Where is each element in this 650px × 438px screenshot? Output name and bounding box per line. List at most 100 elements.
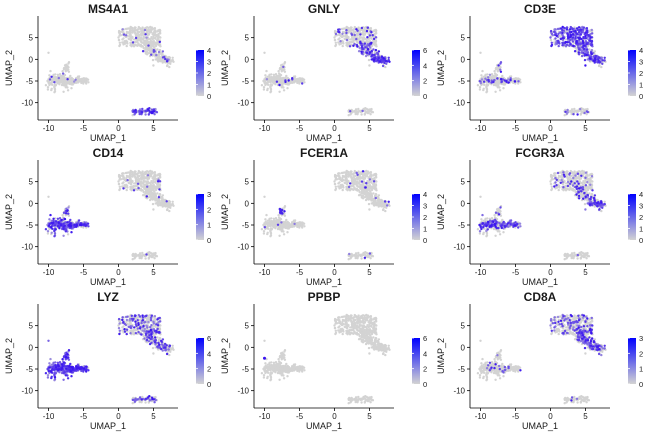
cell-point	[158, 44, 160, 46]
cell-point	[147, 33, 149, 35]
cell-point	[345, 29, 347, 31]
cell-point	[498, 82, 500, 84]
cell-point	[356, 45, 358, 47]
cell-point	[349, 113, 351, 115]
cell-point	[499, 69, 501, 71]
cell-point	[378, 50, 380, 52]
cell-point	[360, 177, 362, 179]
cell-point	[268, 76, 270, 78]
cell-point	[141, 172, 143, 174]
cell-point	[144, 257, 146, 259]
cell-point	[63, 67, 65, 69]
cell-point	[278, 72, 280, 74]
cell-point	[382, 57, 384, 59]
cell-point	[335, 186, 337, 188]
cell-point	[148, 196, 150, 198]
cell-point	[495, 67, 497, 69]
cell-point	[296, 226, 298, 228]
cell-point	[138, 34, 140, 36]
cell-point	[54, 88, 56, 90]
cell-point	[166, 65, 168, 67]
cell-point	[352, 45, 354, 47]
legend-tick-label: 0	[639, 92, 643, 101]
cell-point	[271, 228, 273, 230]
cell-point	[151, 181, 153, 183]
cell-point	[129, 34, 131, 36]
cell-point	[558, 45, 560, 47]
cell-point	[168, 56, 170, 58]
cell-point	[125, 34, 127, 36]
cell-point	[77, 81, 79, 83]
cell-point	[564, 111, 566, 113]
cell-point	[119, 42, 121, 44]
cell-point	[370, 31, 372, 33]
cell-point	[337, 38, 339, 40]
cell-point	[263, 196, 265, 198]
cell-point	[144, 113, 146, 115]
cell-point	[342, 45, 344, 47]
cell-point	[121, 38, 123, 40]
cell-point	[58, 83, 60, 85]
cell-point	[55, 84, 57, 86]
cell-point	[147, 44, 149, 46]
cell-point	[123, 33, 125, 35]
cell-point	[263, 86, 265, 88]
cell-point	[278, 235, 280, 237]
cell-point	[574, 30, 576, 32]
cell-point	[119, 186, 121, 188]
cell-point	[153, 50, 155, 52]
legend-tick-label: 3	[207, 58, 211, 67]
cell-point	[162, 194, 164, 196]
cell-point	[52, 218, 54, 220]
cell-point	[576, 33, 578, 35]
cell-point	[281, 79, 283, 81]
cell-point	[375, 197, 377, 199]
cell-point	[148, 52, 150, 54]
cell-point	[298, 80, 300, 82]
x-tick-label: 5	[151, 124, 156, 133]
cell-point	[492, 81, 494, 83]
cell-point	[142, 181, 144, 183]
cell-point	[154, 186, 156, 188]
cell-point	[582, 47, 584, 49]
cell-point	[554, 37, 556, 39]
legend-tick-label: 2	[423, 213, 427, 222]
cell-point	[551, 33, 553, 35]
y-tick-label: 5	[29, 178, 34, 187]
cell-point	[152, 33, 154, 35]
cell-point	[69, 223, 71, 225]
cell-point	[377, 198, 379, 200]
cell-point	[265, 70, 267, 72]
cell-point	[67, 206, 69, 208]
cell-point	[586, 48, 588, 50]
cell-point	[168, 210, 170, 212]
cell-point	[375, 36, 377, 38]
cell-point	[496, 74, 498, 76]
cell-point	[138, 26, 140, 28]
cell-point	[129, 178, 131, 180]
cell-point	[296, 222, 298, 224]
cell-point	[66, 82, 68, 84]
cell-point	[146, 192, 148, 194]
cell-point	[386, 204, 388, 206]
cell-point	[576, 113, 578, 115]
cell-point	[384, 66, 386, 68]
legend-tick-label: 0	[423, 92, 427, 101]
cell-point	[159, 36, 161, 38]
cell-point	[152, 64, 154, 66]
cell-point	[333, 180, 335, 182]
cell-point	[366, 171, 368, 173]
cell-point	[153, 254, 155, 256]
cell-point	[138, 255, 140, 257]
cell-point	[159, 173, 161, 175]
cell-point	[138, 31, 140, 33]
cell-point	[367, 48, 369, 50]
x-tick-label: -10	[259, 268, 271, 277]
cell-point	[570, 111, 572, 113]
cell-point	[497, 64, 499, 66]
cell-point	[135, 178, 137, 180]
cell-point	[350, 255, 352, 257]
cell-point	[349, 45, 351, 47]
cell-point	[358, 37, 360, 39]
